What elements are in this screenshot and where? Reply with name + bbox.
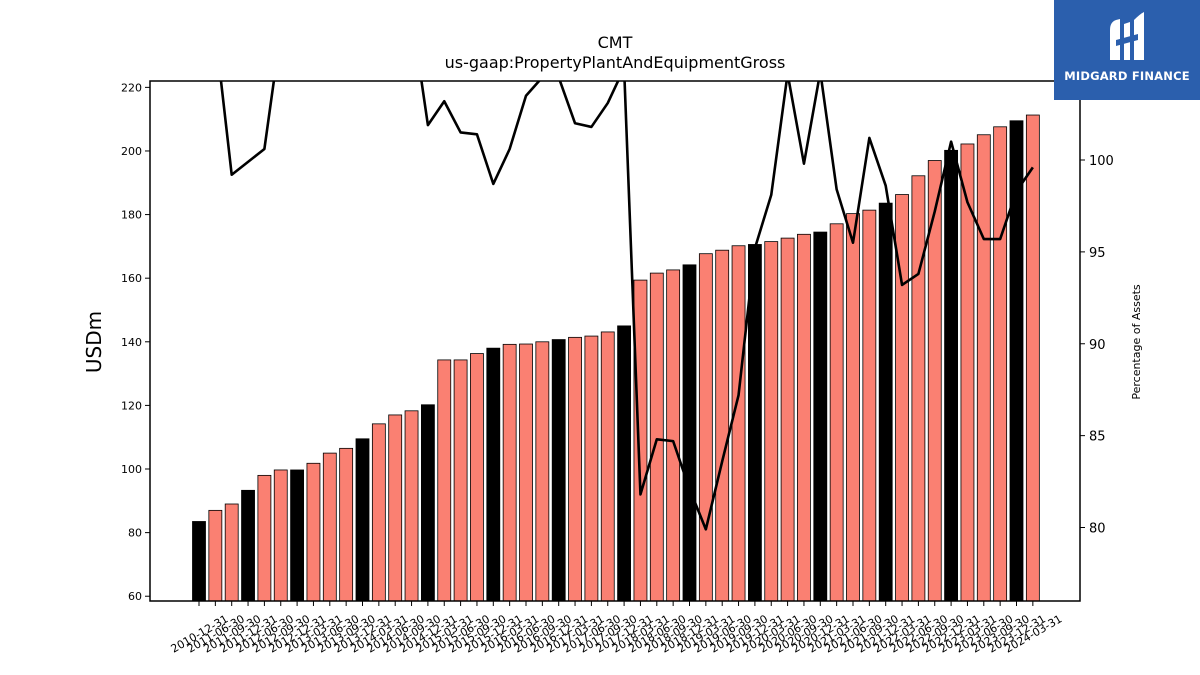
bar-2017-03-31 xyxy=(568,336,582,602)
bar-group xyxy=(192,114,1040,602)
y-tick-label: 220 xyxy=(121,81,142,94)
bar-2014-03-31 xyxy=(371,423,386,602)
bar-2020-06-30 xyxy=(780,237,795,602)
y-tick-label: 80 xyxy=(128,527,142,540)
bar-2015-12-31 xyxy=(486,347,501,602)
y-tick-label: 160 xyxy=(121,272,142,285)
bar-2015-03-31 xyxy=(437,359,452,602)
y-tick-label: 120 xyxy=(121,399,142,412)
y-tick-label: 140 xyxy=(121,336,142,349)
bar-2016-09-30 xyxy=(535,341,550,602)
midgard-finance-logo: MIDGARD FINANCE xyxy=(1054,0,1200,100)
logo-text: MIDGARD FINANCE xyxy=(1064,69,1190,83)
percentage-line xyxy=(219,81,1034,531)
y-axis-label: USDm xyxy=(82,311,106,373)
y2-tick-label: 95 xyxy=(1089,246,1106,261)
bar-2019-06-30 xyxy=(715,249,730,602)
y2-axis-label: Percentage of Assets xyxy=(1130,284,1143,400)
bar-2024-03-31 xyxy=(1025,114,1040,602)
y-tick-label: 60 xyxy=(128,590,142,603)
logo-mark-icon xyxy=(1110,12,1144,60)
y-tick-label: 100 xyxy=(121,463,142,476)
bar-2012-09-30 xyxy=(273,469,288,602)
bar-2020-03-31 xyxy=(764,241,779,602)
bar-2018-06-30 xyxy=(649,272,664,602)
bar-2018-12-31 xyxy=(682,264,697,602)
bar-2016-03-31 xyxy=(502,343,517,602)
bar-2023-09-30 xyxy=(993,126,1008,602)
bar-2021-06-30 xyxy=(846,213,860,602)
y-axis-left: 60 80 100 120 140 160 180 200 220 xyxy=(121,81,150,603)
bar-2019-09-30 xyxy=(731,245,746,602)
bar-2017-06-30 xyxy=(584,335,599,602)
bar-2016-12-31 xyxy=(551,339,566,602)
bar-2019-03-31 xyxy=(698,253,713,602)
bar-2018-03-31 xyxy=(633,279,648,602)
bar-2014-06-30 xyxy=(388,414,403,602)
plot-frame xyxy=(149,80,1081,602)
bar-2016-06-30 xyxy=(519,343,533,602)
bar-2014-12-31 xyxy=(420,404,435,602)
x-axis: 2010-12-312011-06-302011-09-302011-12-31… xyxy=(169,601,1064,656)
bar-2018-09-30 xyxy=(666,269,681,602)
bar-2015-09-30 xyxy=(470,353,484,602)
bar-2011-12-31 xyxy=(241,489,255,602)
bar-2015-06-30 xyxy=(453,359,468,602)
bar-2022-06-30 xyxy=(911,175,926,602)
y-axis-right: 80 85 90 95 100 xyxy=(1080,154,1114,537)
bar-2017-12-31 xyxy=(617,325,631,602)
bar-2010-12-31 xyxy=(192,521,206,602)
bar-2017-09-30 xyxy=(600,331,615,602)
bar-2013-12-31 xyxy=(355,438,370,602)
bar-2013-09-30 xyxy=(339,447,354,602)
y2-tick-label: 100 xyxy=(1089,154,1114,169)
line-group xyxy=(219,81,1034,531)
y2-tick-label: 85 xyxy=(1089,430,1106,445)
chart-subtitle: us-gaap:PropertyPlantAndEquipmentGross xyxy=(445,53,786,72)
y2-tick-label: 90 xyxy=(1089,338,1106,353)
bar-2012-12-31 xyxy=(290,469,305,602)
bar-2014-09-30 xyxy=(404,410,419,602)
bar-2011-06-30 xyxy=(208,509,223,602)
bar-2013-03-31 xyxy=(306,462,321,602)
bar-2023-06-30 xyxy=(976,134,991,602)
bar-2020-12-31 xyxy=(813,231,828,602)
bar-2020-09-30 xyxy=(797,233,811,602)
bar-2012-06-30 xyxy=(257,474,272,602)
bar-2013-06-30 xyxy=(322,452,337,602)
bar-2021-09-30 xyxy=(862,209,877,602)
y-tick-label: 180 xyxy=(121,209,142,222)
bar-2021-12-31 xyxy=(878,202,893,602)
y-tick-label: 200 xyxy=(121,145,142,158)
chart-title: CMT xyxy=(598,33,633,52)
bar-2022-12-31 xyxy=(944,149,958,602)
bar-2011-09-30 xyxy=(224,503,239,602)
bar-2021-03-31 xyxy=(829,223,844,602)
y2-tick-label: 80 xyxy=(1089,522,1106,537)
